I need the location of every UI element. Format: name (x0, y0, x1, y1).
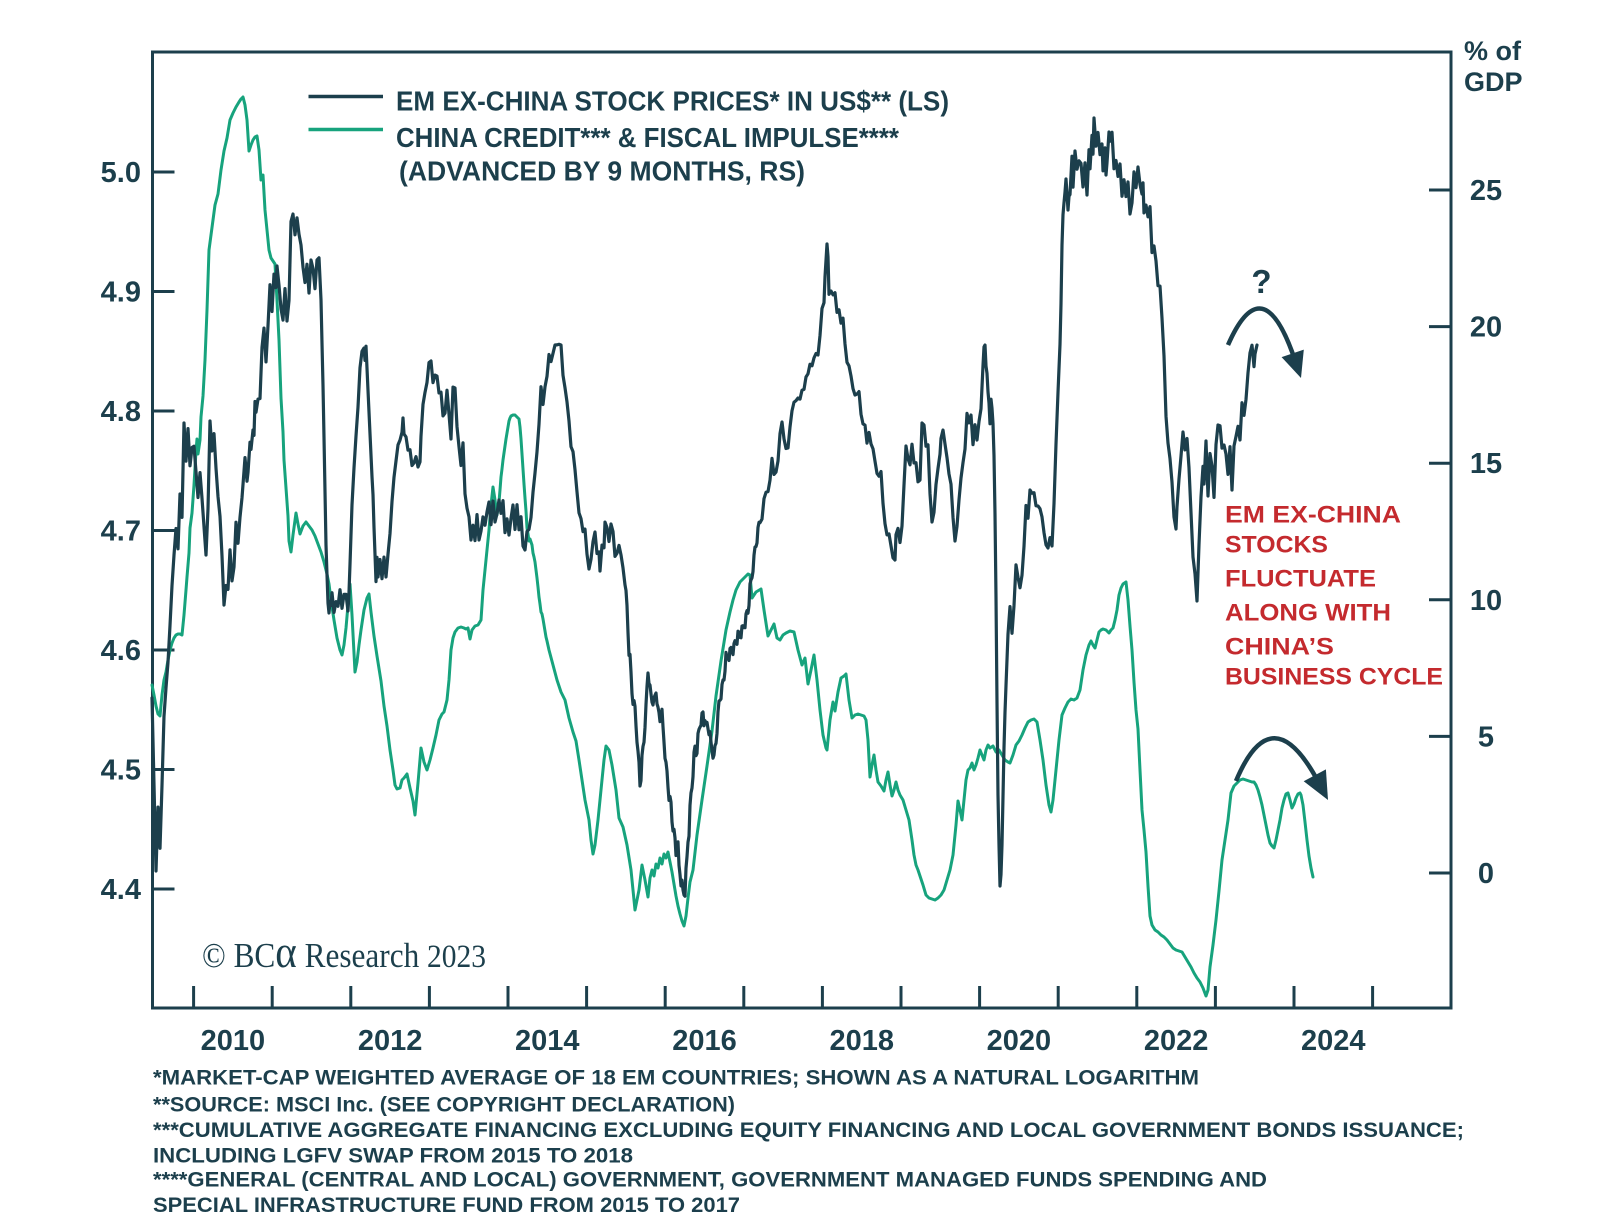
svg-text:ALONG WITH: ALONG WITH (1225, 600, 1391, 627)
svg-text:10: 10 (1470, 585, 1502, 617)
svg-text:4.7: 4.7 (101, 516, 141, 548)
svg-text:**SOURCE: MSCI Inc. (SEE COPYR: **SOURCE: MSCI Inc. (SEE COPYRIGHT DECLA… (153, 1094, 735, 1117)
svg-text:EM EX-CHINA: EM EX-CHINA (1225, 502, 1401, 529)
svg-text:4.5: 4.5 (101, 755, 141, 787)
svg-text:*MARKET-CAP WEIGHTED AVERAGE O: *MARKET-CAP WEIGHTED AVERAGE OF 18 EM CO… (153, 1067, 1199, 1090)
svg-text:****GENERAL (CENTRAL AND LOCAL: ****GENERAL (CENTRAL AND LOCAL) GOVERNME… (153, 1169, 1267, 1192)
svg-text:(ADVANCED BY 9 MONTHS, RS): (ADVANCED BY 9 MONTHS, RS) (399, 156, 805, 187)
svg-text:5: 5 (1478, 721, 1494, 753)
svg-text:CHINA CREDIT*** & FISCAL IMPUL: CHINA CREDIT*** & FISCAL IMPULSE**** (396, 122, 899, 153)
svg-text:INCLUDING LGFV SWAP FROM 2015: INCLUDING LGFV SWAP FROM 2015 TO 2018 (153, 1145, 633, 1168)
svg-text:2024: 2024 (1301, 1025, 1366, 1057)
svg-text:2018: 2018 (829, 1025, 894, 1057)
svg-text:2014: 2014 (515, 1025, 580, 1057)
svg-text:***CUMULATIVE AGGREGATE FINANC: ***CUMULATIVE AGGREGATE FINANCING EXCLUD… (153, 1119, 1464, 1142)
svg-text:4.8: 4.8 (101, 396, 141, 428)
svg-text:% of: % of (1464, 36, 1522, 66)
svg-text:BUSINESS CYCLE: BUSINESS CYCLE (1225, 663, 1443, 690)
svg-text:2016: 2016 (672, 1025, 737, 1057)
svg-text:2012: 2012 (358, 1025, 423, 1057)
svg-text:25: 25 (1470, 175, 1502, 207)
svg-text:2022: 2022 (1144, 1025, 1209, 1057)
svg-text:EM EX-CHINA STOCK PRICES* IN U: EM EX-CHINA STOCK PRICES* IN US$** (LS) (396, 86, 949, 117)
svg-text:SPECIAL INFRASTRUCTURE FUND FR: SPECIAL INFRASTRUCTURE FUND FROM 2015 TO… (153, 1194, 740, 1217)
svg-text:20: 20 (1470, 312, 1502, 344)
svg-text:STOCKS: STOCKS (1225, 531, 1328, 558)
svg-text:15: 15 (1470, 448, 1502, 480)
svg-text:FLUCTUATE: FLUCTUATE (1225, 565, 1376, 592)
svg-text:5.0: 5.0 (101, 157, 141, 189)
svg-text:4.6: 4.6 (101, 635, 141, 667)
svg-text:GDP: GDP (1464, 67, 1523, 97)
svg-text:?: ? (1251, 263, 1271, 300)
svg-text:0: 0 (1478, 858, 1494, 890)
svg-text:2020: 2020 (987, 1025, 1052, 1057)
svg-text:4.9: 4.9 (101, 277, 141, 309)
svg-text:2010: 2010 (201, 1025, 266, 1057)
svg-text:CHINA’S: CHINA’S (1225, 634, 1334, 661)
svg-text:4.4: 4.4 (101, 874, 141, 906)
